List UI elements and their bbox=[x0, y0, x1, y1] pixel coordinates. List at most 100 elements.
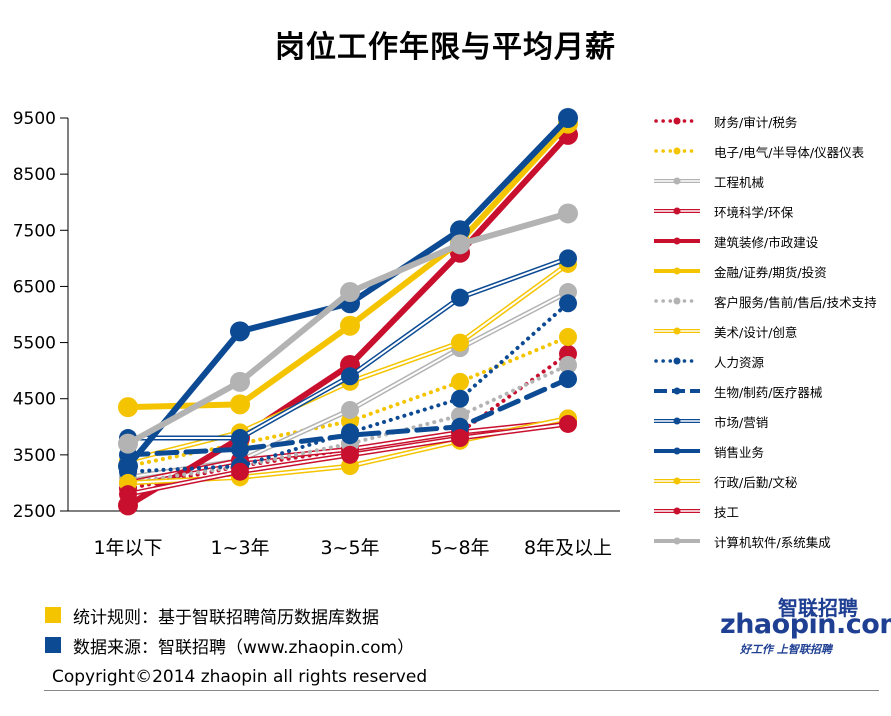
series-15-point bbox=[450, 234, 470, 255]
legend-item: 市场/营销 bbox=[652, 406, 891, 436]
legend-label: 销售业务 bbox=[714, 444, 765, 460]
series-15-point bbox=[558, 203, 578, 224]
legend-swatch-marker bbox=[673, 237, 681, 245]
y-tick-label: 2500 bbox=[13, 502, 56, 522]
chart-title: 岗位工作年限与平均月薪 bbox=[275, 30, 616, 65]
legend-swatch-marker bbox=[673, 417, 681, 425]
series-15 bbox=[118, 203, 578, 454]
series-12-point bbox=[450, 220, 470, 241]
legend-swatch bbox=[654, 507, 700, 515]
legend-label: 金融/证券/期货/投资 bbox=[714, 264, 827, 280]
legend-label: 电子/电气/半导体/仪器仪表 bbox=[714, 144, 865, 160]
series-11-point bbox=[451, 288, 469, 307]
series-15-point bbox=[118, 433, 138, 454]
series-6-point bbox=[118, 397, 138, 418]
y-tick-label: 7500 bbox=[13, 221, 56, 241]
legend-swatch-marker bbox=[673, 387, 681, 395]
legend-label: 市场/营销 bbox=[714, 414, 769, 430]
legend-swatch-marker bbox=[673, 507, 681, 515]
series-3-point bbox=[341, 400, 359, 419]
logo-en-text: zhaopin.com bbox=[720, 609, 891, 640]
legend-swatch-marker bbox=[673, 447, 681, 455]
legend-swatch bbox=[654, 147, 700, 155]
chart-legend: 财务/审计/税务电子/电气/半导体/仪器仪表工程机械环境科学/环保建筑装修/市政… bbox=[652, 106, 891, 556]
legend-swatch bbox=[654, 417, 700, 425]
legend-label: 环境科学/环保 bbox=[714, 204, 794, 220]
legend-swatch-marker bbox=[673, 357, 681, 365]
y-tick-label: 3500 bbox=[13, 446, 56, 466]
legend-swatch bbox=[654, 537, 700, 545]
legend-label: 计算机软件/系统集成 bbox=[714, 534, 831, 550]
series-2-point bbox=[451, 372, 469, 391]
legend-item: 电子/电气/半导体/仪器仪表 bbox=[652, 136, 891, 166]
note-source-swatch bbox=[45, 637, 61, 653]
legend-item: 技工 bbox=[652, 496, 891, 526]
legend-swatch bbox=[654, 117, 700, 125]
footer-divider bbox=[44, 690, 879, 691]
note-rule: 统计规则：基于智联招聘简历数据库数据 bbox=[45, 600, 414, 630]
series-6-point bbox=[230, 394, 250, 415]
series-6-point bbox=[340, 315, 360, 336]
legend-label: 生物/制药/医疗器械 bbox=[714, 384, 823, 400]
series-8-point bbox=[451, 333, 469, 352]
copyright-text: Copyright©2014 zhaopin all rights reserv… bbox=[52, 667, 428, 687]
legend-item: 行政/后勤/文秘 bbox=[652, 466, 891, 496]
x-tick-label: 1年以下 bbox=[93, 537, 162, 559]
legend-item: 工程机械 bbox=[652, 166, 891, 196]
legend-swatch-marker bbox=[673, 537, 681, 545]
series-11-point bbox=[341, 367, 359, 386]
legend-swatch-marker bbox=[673, 327, 681, 335]
series-11-point bbox=[231, 429, 249, 448]
legend-item: 计算机软件/系统集成 bbox=[652, 526, 891, 556]
x-tick-label: 1~3年 bbox=[210, 537, 269, 559]
legend-swatch bbox=[654, 267, 700, 275]
legend-item: 销售业务 bbox=[652, 436, 891, 466]
legend-swatch-marker bbox=[673, 297, 681, 305]
series-14-point bbox=[231, 462, 249, 481]
y-tick-label: 4500 bbox=[13, 390, 56, 410]
note-source-text: 数据来源：智联招聘（www.zhaopin.com） bbox=[73, 637, 415, 658]
series-15-point bbox=[230, 371, 250, 392]
series-2-point bbox=[559, 327, 577, 346]
legend-label: 人力资源 bbox=[714, 354, 765, 370]
y-tick-label: 9500 bbox=[13, 109, 56, 129]
legend-swatch-marker bbox=[673, 117, 681, 125]
legend-item: 建筑装修/市政建设 bbox=[652, 226, 891, 256]
legend-swatch-marker bbox=[673, 147, 681, 155]
series-12 bbox=[118, 108, 578, 477]
series-14-point bbox=[451, 429, 469, 448]
y-tick-label: 8500 bbox=[13, 165, 56, 185]
legend-label: 财务/审计/税务 bbox=[714, 114, 798, 130]
series-10-point bbox=[559, 370, 577, 389]
legend-label: 行政/后勤/文秘 bbox=[714, 474, 798, 490]
y-tick-label: 5500 bbox=[13, 334, 56, 354]
series-12-point bbox=[558, 108, 578, 128]
footnotes: 统计规则：基于智联招聘简历数据库数据 数据来源：智联招聘（www.zhaopin… bbox=[45, 600, 414, 660]
series-14-point bbox=[559, 414, 577, 433]
legend-item: 环境科学/环保 bbox=[652, 196, 891, 226]
x-tick-label: 5~8年 bbox=[430, 537, 489, 559]
legend-label: 客户服务/售前/售后/技术支持 bbox=[714, 294, 877, 310]
legend-item: 财务/审计/税务 bbox=[652, 106, 891, 136]
series-15-point bbox=[340, 282, 360, 303]
legend-swatch bbox=[654, 477, 700, 485]
legend-swatch bbox=[654, 297, 700, 305]
series-9-point bbox=[451, 389, 469, 408]
legend-swatch bbox=[654, 327, 700, 335]
legend-swatch bbox=[654, 387, 700, 395]
legend-item: 金融/证券/期货/投资 bbox=[652, 256, 891, 286]
legend-item: 美术/设计/创意 bbox=[652, 316, 891, 346]
legend-swatch bbox=[654, 207, 700, 215]
series-14 bbox=[119, 414, 577, 504]
legend-swatch-marker bbox=[673, 267, 681, 275]
series-14-point bbox=[341, 445, 359, 464]
legend-swatch bbox=[654, 357, 700, 365]
x-tick-label: 3~5年 bbox=[320, 537, 379, 559]
note-rule-swatch bbox=[45, 607, 61, 623]
legend-item: 生物/制药/医疗器械 bbox=[652, 376, 891, 406]
legend-item: 人力资源 bbox=[652, 346, 891, 376]
note-rule-text: 统计规则：基于智联招聘简历数据库数据 bbox=[73, 607, 379, 628]
x-tick-label: 8年及以上 bbox=[524, 537, 612, 559]
logo-cn-text: 智联招聘 bbox=[778, 596, 858, 620]
